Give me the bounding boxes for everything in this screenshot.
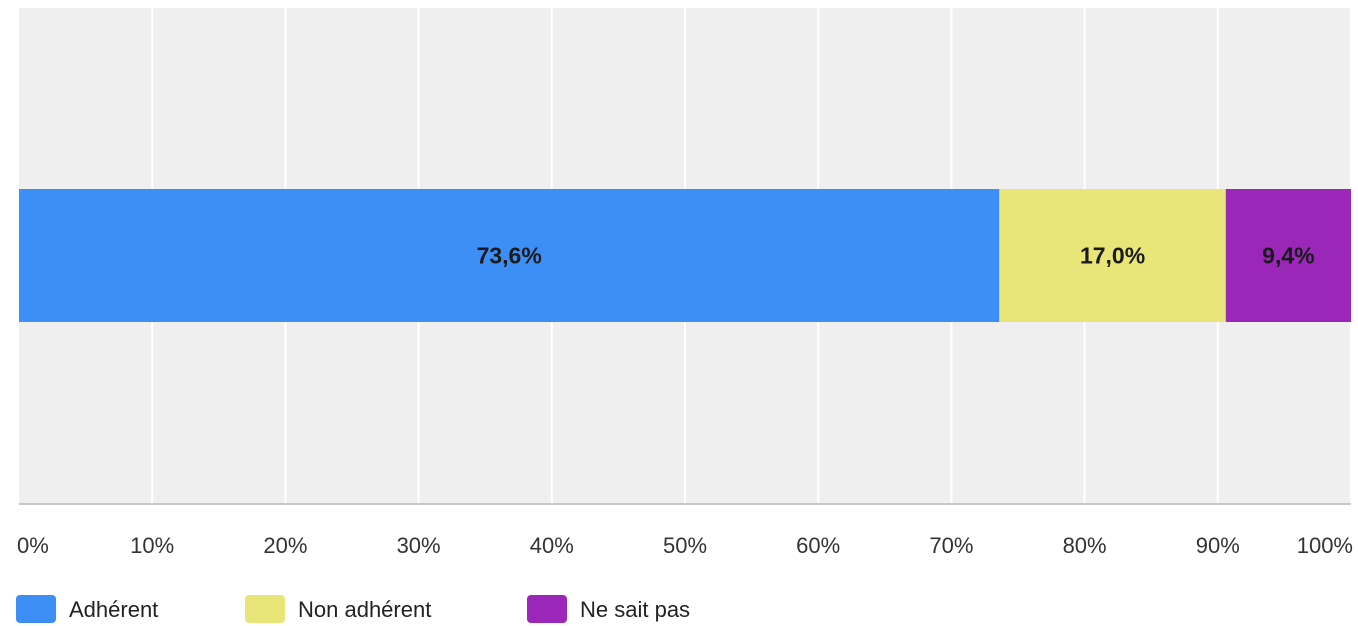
legend-label-ne-sait-pas: Ne sait pas (580, 597, 690, 622)
data-label-adherent: 73,6% (477, 243, 542, 269)
x-tick-label-90: 90% (1196, 533, 1240, 558)
legend-swatch-non-adherent (245, 595, 285, 623)
data-label-ne-sait-pas: 9,4% (1262, 243, 1314, 269)
x-tick-label-0: 0% (17, 533, 49, 558)
x-tick-label-20: 20% (263, 533, 307, 558)
legend-swatch-ne-sait-pas (527, 595, 567, 623)
x-tick-label-70: 70% (929, 533, 973, 558)
bar-segment-ne-sait-pas (1225, 189, 1351, 322)
legend-swatch-adherent (16, 595, 56, 623)
x-tick-label-30: 30% (397, 533, 441, 558)
x-tick-label-60: 60% (796, 533, 840, 558)
x-tick-label-40: 40% (530, 533, 574, 558)
legend-label-adherent: Adhérent (69, 597, 158, 622)
x-tick-label-80: 80% (1063, 533, 1107, 558)
data-label-non-adherent: 17,0% (1080, 243, 1145, 269)
bars (19, 189, 1351, 322)
bar-segment-adherent (19, 189, 1000, 322)
x-axis-tick-labels: 0% 10% 20% 30% 40% 50% 60% 70% 80% 90% 100% (17, 533, 1353, 558)
x-tick-label-10: 10% (130, 533, 174, 558)
data-labels: 73,6% 17,0% 9,4% (477, 243, 1315, 269)
x-tick-label-50: 50% (663, 533, 707, 558)
legend-label-non-adherent: Non adhérent (298, 597, 431, 622)
legend: Adhérent Non adhérent Ne sait pas (16, 595, 690, 623)
bar-segment-non-adherent (999, 189, 1226, 322)
x-tick-label-100: 100% (1297, 533, 1353, 558)
